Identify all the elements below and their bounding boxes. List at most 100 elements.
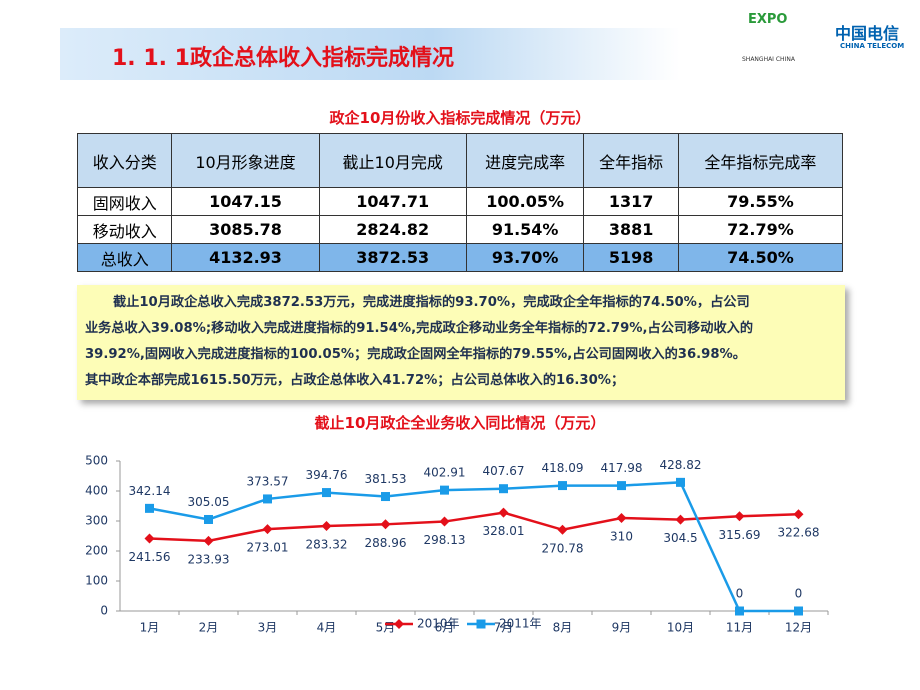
table-cell: 1047.71 [318,187,467,216]
data-label: 273.01 [247,541,289,555]
table-cell: 100.05% [465,187,585,216]
table-cell: 1047.15 [171,187,320,216]
marker [321,521,332,532]
data-label: 428.82 [660,458,702,472]
series-line [149,511,799,543]
marker [557,524,568,535]
data-label: 342.14 [129,484,171,498]
y-tick-label: 100 [85,574,108,588]
x-tick-label: 10月 [667,621,694,635]
x-tick-label: 8月 [553,621,573,635]
x-tick-label: 3月 [258,621,278,635]
marker [380,519,391,530]
table-cell: 72.79% [677,215,844,244]
marker [676,477,685,487]
table-cell: 3085.78 [171,215,320,244]
header-cell: 截止10月完成 [318,133,467,188]
chart-title: 截止10月政企全业务收入同比情况（万元） [314,414,606,432]
data-label: 283.32 [306,538,348,552]
table-title: 政企10月份收入指标完成情况（万元） [329,109,591,127]
table-cell: 3881 [583,215,679,244]
title-banner [60,28,680,80]
data-label: 310 [610,530,633,544]
marker [476,619,486,629]
x-tick-label: 5月 [376,621,396,635]
table-cell: 91.54% [465,215,585,244]
marker [617,481,626,491]
telecom-logo: 中国电信 [835,24,900,43]
table-cell: 固网收入 [76,187,173,216]
data-label: 298.13 [424,533,466,547]
marker [263,494,272,504]
data-label: 0 [795,587,803,601]
data-label: 402.91 [424,466,466,480]
y-tick-label: 0 [100,604,108,618]
data-label: 0 [736,587,744,601]
data-label: 373.57 [247,474,289,488]
marker [440,485,449,495]
table-cell: 93.70% [465,243,585,272]
marker [499,484,508,494]
expo-text: SHANGHAI CHINA [742,56,795,63]
data-label: 418.09 [542,461,584,475]
data-label: 305.05 [188,495,230,509]
table-row: 移动收入 3085.78 2824.82 91.54% 3881 72.79% [76,215,844,244]
header-cell: 10月形象进度 [171,133,320,188]
chart: 0 100 200 300 400 500 1月 2月 3月 4月 5月 6月 7月 8月 9月 10月 11月… [85,454,829,635]
expo-logo: EXPO [748,12,788,27]
marker [203,535,214,546]
x-tick-label: 4月 [317,621,337,635]
marker [394,619,404,629]
y-tick-label: 300 [85,514,108,528]
table-row: 总收入 4132.93 3872.53 93.70% 5198 74.50% [76,243,844,272]
marker [794,606,803,616]
marker [439,516,450,527]
table-cell: 3872.53 [318,243,467,272]
data-label: 288.96 [365,536,407,550]
note-box: 截止10月政企总收入完成3872.53万元，完成进度指标的93.70%，完成政企… [77,285,845,400]
data-label: 304.5 [663,531,697,545]
table-cell: 2824.82 [318,215,467,244]
data-table: 收入分类 10月形象进度 截止10月完成 进度完成率 全年指标 全年指标完成率 固网收入 10… [76,133,844,272]
note-line: 业务总收入39.08%;移动收入完成进度指标的91.54%,完成政企移动业务全年… [85,321,754,336]
x-tick-label: 2月 [199,621,219,635]
marker [735,606,744,616]
table-cell: 移动收入 [76,215,173,244]
header-cell: 全年指标完成率 [677,133,844,188]
marker [322,488,331,498]
marker [498,507,509,518]
table-row: 固网收入 1047.15 1047.71 100.05% 1317 79.55% [76,187,844,216]
header-row: 收入分类 10月形象进度 截止10月完成 进度完成率 全年指标 全年指标完成率 [76,133,844,188]
data-label: 233.93 [188,552,230,566]
header-cell: 收入分类 [76,133,173,188]
y-tick-label: 400 [85,484,108,498]
data-label: 328.01 [483,524,525,538]
note-line: 其中政企本部完成1615.50万元，占政企总体收入41.72%；占公司总体收入的… [85,373,625,388]
data-label: 315.69 [719,528,761,542]
y-tick-label: 500 [85,454,108,468]
series-line [149,481,799,613]
x-tick-label: 1月 [140,621,160,635]
marker [734,511,745,522]
data-label: 417.98 [601,461,643,475]
marker [616,513,627,523]
marker [204,514,213,524]
table-cell: 74.50% [677,243,844,272]
x-tick-label: 6月 [435,621,455,635]
marker [793,509,804,520]
marker [558,481,567,491]
data-label: 407.67 [483,464,525,478]
marker [145,503,154,513]
note-line: 截止10月政企总收入完成3872.53万元，完成进度指标的93.70%，完成政企… [113,295,750,310]
telecom-text: CHINA TELECOM [840,42,905,50]
x-tick-label: 11月 [726,621,753,635]
table-cell: 1317 [583,187,679,216]
marker [262,524,273,535]
data-label: 270.78 [542,541,584,555]
note-line: 39.92%,固网收入完成进度指标的100.05%；完成政企固网全年指标的79.… [85,347,746,362]
x-tick-label: 7月 [494,621,514,635]
legend-label: 2011年 [499,617,542,631]
marker [144,533,155,544]
header-cell: 全年指标 [583,133,679,188]
